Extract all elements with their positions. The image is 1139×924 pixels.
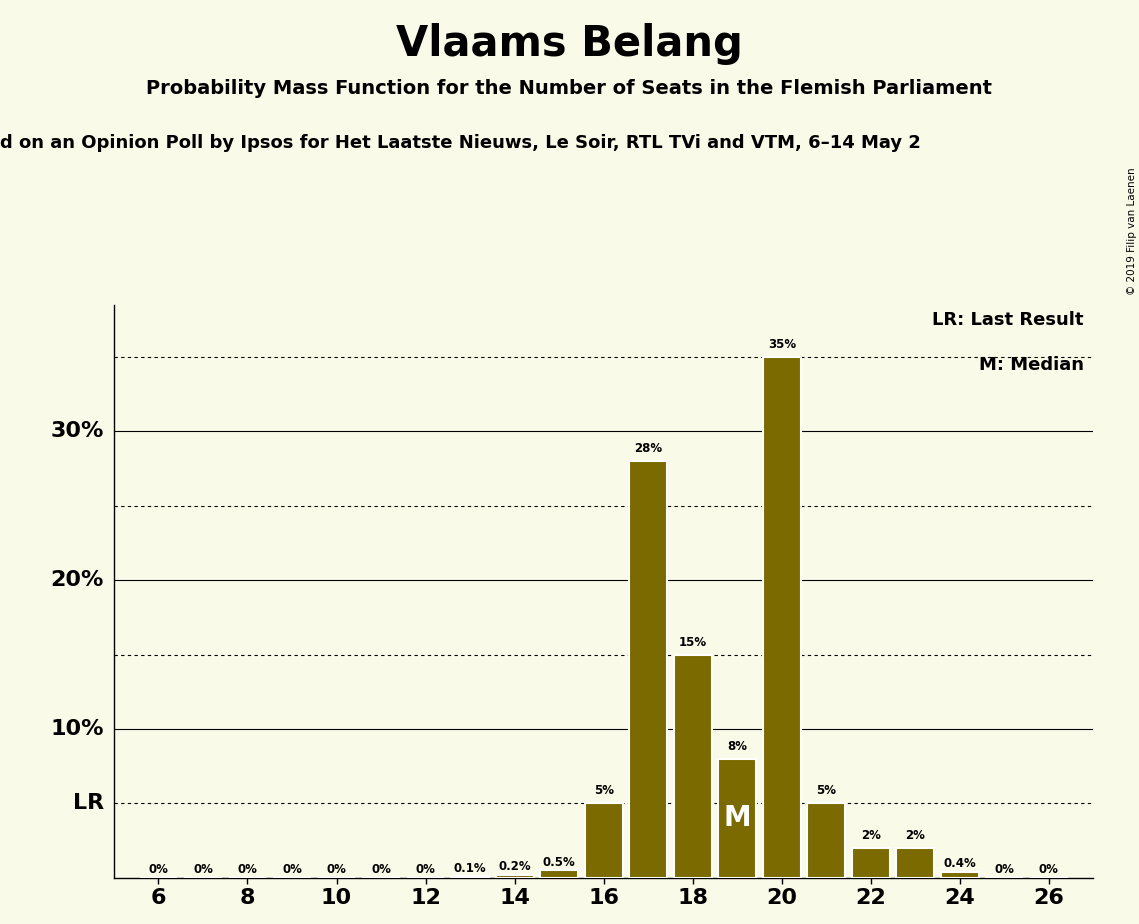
Bar <box>451 876 489 878</box>
Text: 15%: 15% <box>679 636 707 649</box>
Bar <box>584 803 623 878</box>
Text: 0%: 0% <box>327 863 346 876</box>
Bar <box>719 759 756 878</box>
Text: 0.2%: 0.2% <box>498 860 531 873</box>
Bar <box>852 848 890 878</box>
Text: 0%: 0% <box>192 863 213 876</box>
Text: 0%: 0% <box>416 863 435 876</box>
Text: 0%: 0% <box>148 863 169 876</box>
Text: 0%: 0% <box>994 863 1015 876</box>
Bar <box>896 848 934 878</box>
Text: 10%: 10% <box>50 719 104 739</box>
Bar <box>763 357 801 878</box>
Bar <box>540 870 579 878</box>
Text: Vlaams Belang: Vlaams Belang <box>396 23 743 65</box>
Text: 8%: 8% <box>727 740 747 753</box>
Text: 0.4%: 0.4% <box>943 857 976 870</box>
Text: 30%: 30% <box>51 421 104 442</box>
Text: LR: Last Result: LR: Last Result <box>932 310 1083 329</box>
Text: M: Median: M: Median <box>978 357 1083 374</box>
Text: LR: LR <box>73 794 104 813</box>
Text: 0%: 0% <box>238 863 257 876</box>
Text: d on an Opinion Poll by Ipsos for Het Laatste Nieuws, Le Soir, RTL TVi and VTM, : d on an Opinion Poll by Ipsos for Het La… <box>0 134 920 152</box>
Bar <box>808 803 845 878</box>
Bar <box>941 872 978 878</box>
Bar <box>674 654 712 878</box>
Text: M: M <box>723 804 751 833</box>
Text: © 2019 Filip van Laenen: © 2019 Filip van Laenen <box>1126 167 1137 295</box>
Text: 0%: 0% <box>282 863 302 876</box>
Text: 0%: 0% <box>371 863 391 876</box>
Text: 0.1%: 0.1% <box>453 862 486 875</box>
Text: 28%: 28% <box>634 443 662 456</box>
Text: 35%: 35% <box>768 338 796 351</box>
Text: 2%: 2% <box>861 829 880 842</box>
Bar <box>629 461 667 878</box>
Text: 5%: 5% <box>817 784 836 797</box>
Text: Probability Mass Function for the Number of Seats in the Flemish Parliament: Probability Mass Function for the Number… <box>147 79 992 98</box>
Text: 0.5%: 0.5% <box>543 856 575 869</box>
Text: 2%: 2% <box>906 829 925 842</box>
Text: 5%: 5% <box>593 784 614 797</box>
Bar <box>495 875 533 878</box>
Text: 0%: 0% <box>1039 863 1059 876</box>
Text: 20%: 20% <box>51 570 104 590</box>
